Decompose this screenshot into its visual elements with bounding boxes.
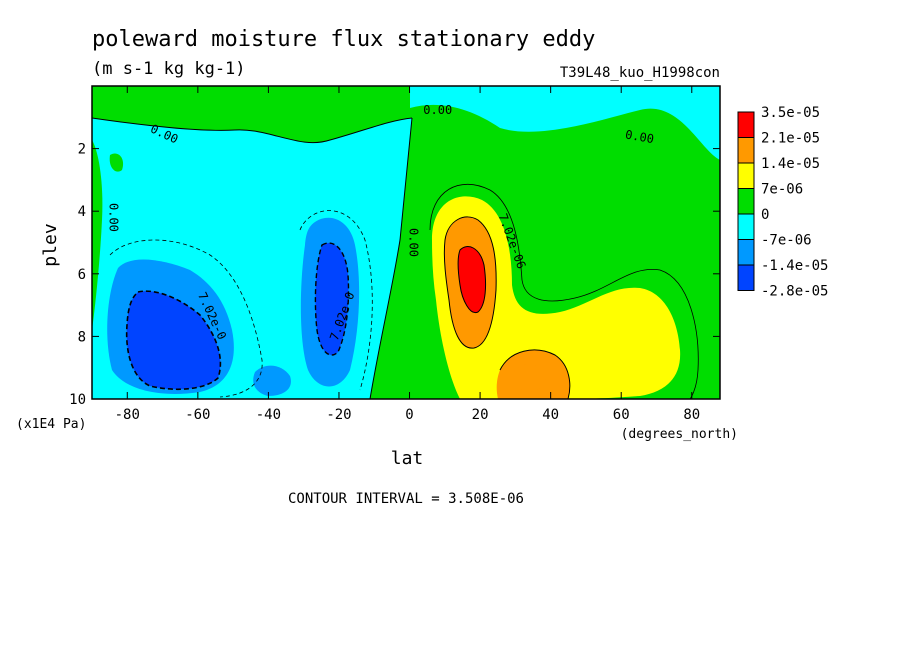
colorbar-label: 1.4e-05 bbox=[761, 156, 820, 172]
contour-line-positive bbox=[499, 349, 571, 399]
x-tick-label: 80 bbox=[683, 407, 700, 423]
filled-contours bbox=[92, 86, 720, 399]
contour-region-positive-orange-lower-core bbox=[514, 364, 546, 392]
x-tick-label: 0 bbox=[405, 407, 413, 423]
contour-line-negative bbox=[314, 242, 350, 356]
contour-line-positive bbox=[429, 183, 699, 399]
x-tick-label: -20 bbox=[326, 407, 351, 423]
contour-region-green-left bbox=[92, 140, 103, 330]
plot-area: 0.000.00 0.000.000.00 7.02e-067.02e-0 7.02e… bbox=[69, 85, 721, 423]
contour-line-zero bbox=[369, 117, 413, 399]
colorbar-swatch bbox=[737, 111, 755, 138]
colorbar-swatch bbox=[737, 264, 755, 291]
colorbar-label: -7e-06 bbox=[761, 233, 812, 249]
colorbar-label: 3.5e-05 bbox=[761, 105, 820, 121]
colorbar-swatch bbox=[737, 213, 755, 240]
contour-region-positive-red-core bbox=[458, 246, 486, 313]
contour-label: 0.00 bbox=[407, 228, 421, 257]
colorbar: 3.5e-05 2.1e-05 1.4e-05 7e-06 0 -7e-06 -1.4e-0… bbox=[737, 105, 828, 300]
contour-line-negative bbox=[125, 290, 222, 391]
y-tick-label: 6 bbox=[78, 267, 86, 283]
contour-interval-text: CONTOUR INTERVAL = 3.508E-06 bbox=[288, 491, 524, 507]
contour-line-negative bbox=[109, 239, 263, 398]
y-axis-units: (x1E4 Pa) bbox=[16, 417, 86, 432]
y-tick-label: 8 bbox=[78, 329, 86, 345]
chart-title: poleward moisture flux stationary eddy bbox=[92, 27, 595, 52]
y-tick-label: 2 bbox=[78, 142, 86, 158]
contour-region-negative-sw-small bbox=[253, 365, 291, 396]
colorbar-swatch bbox=[737, 137, 755, 164]
x-tick-label: -60 bbox=[185, 407, 210, 423]
contour-label: 0.00 bbox=[107, 203, 121, 232]
x-tick-label: 20 bbox=[472, 407, 489, 423]
contour-region-green-upper-west bbox=[109, 153, 124, 172]
contour-lines bbox=[92, 117, 699, 399]
colorbar-swatch bbox=[737, 239, 755, 266]
contour-line-positive bbox=[457, 246, 487, 314]
x-axis: -80 -60 -40 -20 0 20 40 60 80 bbox=[115, 86, 700, 423]
contour-region-positive-yellow-main bbox=[432, 196, 681, 399]
contour-label: 0.00 bbox=[624, 127, 655, 146]
x-tick-label: 40 bbox=[542, 407, 559, 423]
contour-label: 0.00 bbox=[423, 103, 452, 117]
y-axis: 2 4 6 8 10 bbox=[69, 142, 720, 408]
y-tick-label: 10 bbox=[69, 392, 86, 408]
plot-frame bbox=[91, 85, 721, 400]
contour-line-zero bbox=[92, 117, 413, 144]
contour-region-negative-mid-core bbox=[315, 243, 349, 356]
y-tick-label: 4 bbox=[78, 204, 86, 220]
contour-line-negative bbox=[299, 210, 373, 391]
colorbar-label: 0 bbox=[761, 207, 769, 223]
colorbar-label: -2.8e-05 bbox=[761, 284, 828, 300]
colorbar-label: 7e-06 bbox=[761, 182, 803, 198]
chart-units: (m s-1 kg kg-1) bbox=[92, 59, 246, 79]
x-axis-units: (degrees_north) bbox=[621, 427, 738, 442]
x-tick-label: 60 bbox=[613, 407, 630, 423]
contour-line-positive bbox=[443, 216, 497, 349]
x-tick-label: -80 bbox=[115, 407, 140, 423]
run-label: T39L48_kuo_H1998con bbox=[560, 65, 720, 81]
contour-region-negative-upper bbox=[410, 86, 720, 160]
colorbar-label: -1.4e-05 bbox=[761, 258, 828, 274]
colorbar-swatch bbox=[737, 188, 755, 215]
colorbar-label: 2.1e-05 bbox=[761, 131, 820, 147]
x-tick-label: -40 bbox=[256, 407, 281, 423]
y-axis-label: plev bbox=[40, 223, 61, 266]
x-axis-label: lat bbox=[391, 448, 424, 469]
colorbar-swatch bbox=[737, 162, 755, 189]
contour-region-negative-sw-core bbox=[126, 291, 221, 390]
